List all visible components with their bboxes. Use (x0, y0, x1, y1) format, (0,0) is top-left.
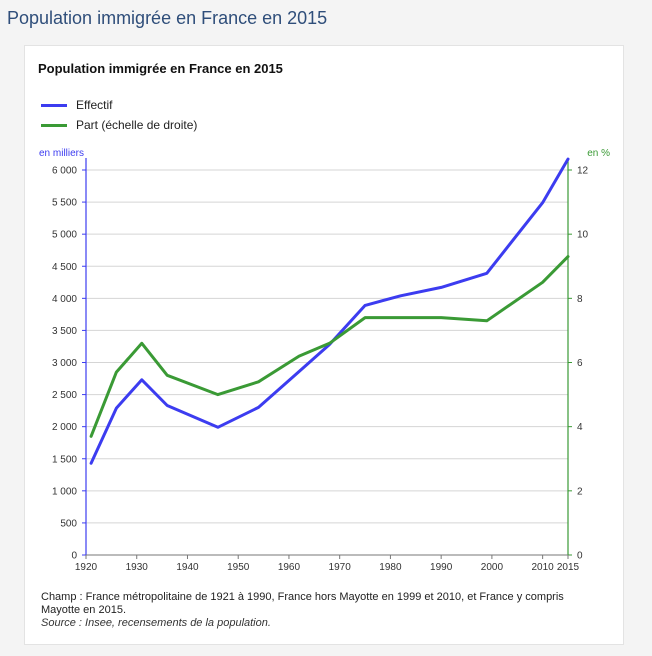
y-left-tick-label: 1 500 (52, 454, 77, 465)
series-line-part (89, 255, 570, 438)
series-line-effectif (89, 157, 570, 465)
x-tick-label: 2000 (481, 562, 504, 573)
y-left-tick-label: 1 000 (52, 486, 77, 497)
y-right-tick-label: 4 (577, 422, 583, 433)
y-right-tick-label: 8 (577, 294, 583, 305)
x-tick-label: 1930 (126, 562, 149, 573)
x-tick-label: 1980 (379, 562, 402, 573)
x-tick-label: 1970 (329, 562, 352, 573)
line-chart: 0 500 1 000 1 500 2 000 2 500 3 000 3 500 4 000 4… (39, 148, 610, 573)
axes (82, 158, 572, 559)
page-title: Population immigrée en France en 2015 (7, 8, 328, 28)
legend-label-effectif: Effectif (76, 98, 113, 112)
y-left-tick-label: 0 (71, 551, 77, 562)
x-tick-label: 1990 (430, 562, 453, 573)
x-tick-label: 1960 (278, 562, 301, 573)
x-tick-label: 1940 (176, 562, 199, 573)
y-left-tick-label: 4 000 (52, 294, 77, 305)
x-tick-label: 1950 (227, 562, 250, 573)
x-tick-label: 2015 (557, 562, 580, 573)
y-left-tick-label: 500 (60, 518, 77, 529)
chart-card: Population immigrée en France en 2015 Ef… (24, 45, 624, 645)
y-left-tick-label: 4 500 (52, 262, 77, 273)
y-left-tick-label: 3 500 (52, 326, 77, 337)
series-lines (89, 157, 570, 465)
chart-notes: Champ : France métropolitaine de 1921 à … (41, 591, 601, 630)
y-left-tick-label: 5 500 (52, 198, 77, 209)
grid-lines (86, 169, 568, 524)
champ-note: Champ : France métropolitaine de 1921 à … (41, 591, 564, 616)
y-left-tick-label: 6 000 (52, 166, 77, 177)
chart-legend: Effectif Part (échelle de droite) (41, 95, 197, 135)
y-right-tick-label: 2 (577, 486, 583, 497)
legend-swatch-effectif (41, 103, 67, 107)
y-left-tick-label: 3 000 (52, 358, 77, 369)
right-axis-unit: en % (587, 148, 610, 159)
y-right-tick-label: 6 (577, 358, 583, 369)
legend-label-part: Part (échelle de droite) (76, 118, 198, 132)
x-tick-label: 2010 (532, 562, 555, 573)
legend-swatch-part (41, 123, 67, 127)
x-tick-label: 1920 (75, 562, 98, 573)
left-axis-unit: en milliers (39, 148, 84, 159)
tick-labels: 0 500 1 000 1 500 2 000 2 500 3 000 3 500 4 000 4… (39, 148, 610, 573)
source-note: Source : Insee, recensements de la popul… (41, 617, 271, 629)
y-left-tick-label: 5 000 (52, 230, 77, 241)
legend-item-part[interactable]: Part (échelle de droite) (41, 115, 197, 135)
chart-title: Population immigrée en France en 2015 (38, 61, 283, 76)
y-right-tick-label: 12 (577, 166, 589, 177)
legend-item-effectif[interactable]: Effectif (41, 95, 197, 115)
y-right-tick-label: 10 (577, 230, 589, 241)
y-left-tick-label: 2 000 (52, 422, 77, 433)
y-left-tick-label: 2 500 (52, 390, 77, 401)
y-right-tick-label: 0 (577, 551, 583, 562)
